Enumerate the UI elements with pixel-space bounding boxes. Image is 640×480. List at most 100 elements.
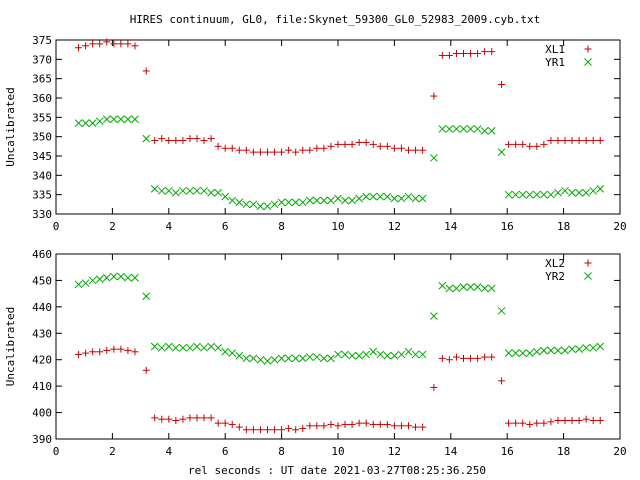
panel-1-series-xl1-point-0	[75, 44, 83, 52]
panel-2-series-xl2-point-25	[256, 426, 264, 434]
panel-1-series-xl1-point-8	[131, 42, 139, 50]
panel-1-series-xl1-point-42	[376, 142, 384, 150]
panel-1-series-xl1-point-52	[452, 50, 460, 58]
panel-1-series-xl1-point-20	[221, 144, 229, 152]
panel-1-series-xl1-point-4	[103, 38, 111, 46]
panel-1-series-yr1-point-41-d2	[369, 192, 378, 201]
panel-2-series-yr2-point-61-d2	[518, 349, 527, 357]
panel-2-series-xl2-point-52	[452, 353, 460, 361]
panel-2-series-yr2-point-12-d2	[164, 342, 173, 351]
panel-2-series-yr2-point-39	[355, 351, 364, 360]
panel-2-series-yr2-point-47-d2	[411, 350, 420, 359]
panel-1-series-yr1-point-40	[362, 192, 371, 201]
panel-1-series-yr1-point-63-d2	[532, 190, 541, 199]
panel-2-series-xl2-point-49	[430, 383, 438, 391]
panel-2-series-yr2-point-4	[102, 273, 111, 282]
panel-2-series-yr2-point-2-d2	[88, 276, 97, 285]
panel-1-series-yr1-point-0-d2	[74, 119, 83, 127]
panel-2-series-yr2-point-71-d2	[589, 343, 598, 352]
panel-2-series-xl2-point-5	[110, 345, 118, 353]
panel-1-series-xl1-point-31	[299, 146, 307, 154]
panel-2-series-yr2-point-46-d2	[404, 347, 413, 356]
panel-2-series-yr2-point-6	[117, 272, 125, 281]
panel-1-series-yr1-point-65	[547, 190, 555, 199]
panel-2-series-yr2-point-25	[256, 355, 265, 364]
panel-2-series-xl2-point-31	[299, 424, 307, 432]
panel-1-series-yr1-point-17	[200, 186, 208, 195]
panel-1-ytick-label-4: 350	[32, 131, 52, 144]
panel-2-series-yr2-point-40	[362, 350, 371, 359]
panel-2-series-yr2-point-36	[334, 350, 342, 359]
panel-2-series-xl2-point-26	[264, 426, 271, 434]
panel-2-series-yr2-point-38-d2	[348, 351, 356, 360]
panel-2-series-yr2-point-49	[430, 312, 438, 320]
panel-1-ytick-label-3: 345	[32, 150, 52, 163]
panel-2-series-xl2-point-72	[596, 417, 604, 424]
panel-1-series-yr1-point-29-d2	[284, 198, 293, 207]
panel-2-series-xl2-point-4	[103, 346, 111, 354]
panel-2-ytick-label-2: 410	[32, 380, 52, 393]
panel-1-series-yr1-point-71-d2	[589, 186, 598, 195]
panel-2-series-yr2-point-68	[568, 345, 576, 353]
panel-1-series-xl1-point-62	[526, 142, 534, 150]
panel-1-series-yr1-point-58	[497, 148, 506, 156]
panel-1-series-yr1-point-33-d2	[312, 196, 321, 205]
panel-1-series-yr1-point-62	[525, 190, 534, 199]
panel-2-legend-label-xl2: XL2	[545, 257, 565, 270]
panel-2-series-yr2-point-56-d2	[480, 284, 489, 293]
panel-2-series-yr2-point-56	[480, 284, 489, 293]
panel-2-series-yr2-point-30	[291, 354, 300, 363]
panel-2-series-yr2-point-32-d2	[305, 353, 314, 361]
panel-1-xtick-label-2: 4	[165, 220, 172, 233]
panel-1-series-yr1-point-61-d2	[518, 190, 527, 199]
panel-2-series-yr2-point-48	[418, 350, 427, 359]
panel-1-series-yr1-point-25	[256, 202, 265, 211]
panel-2-series-xl2-point-13	[172, 417, 180, 424]
panel-1-series-yr1-point-28	[277, 198, 286, 207]
panel-2-series-yr2-point-37	[341, 350, 349, 359]
panel-1-series-yr1-point-10	[150, 185, 159, 193]
panel-2-legend-marker-xl2	[584, 259, 592, 267]
panel-1-series-yr1-point-48-d2	[418, 194, 427, 203]
panel-2-series-yr2-point-70	[582, 343, 591, 352]
panel-1-series-xl1-point-33	[313, 144, 321, 152]
panel-1-series-xl1-point-41	[369, 140, 377, 148]
panel-2-ytick-label-7: 460	[32, 248, 52, 261]
panel-1-series-yr1-point-32-d2	[305, 196, 314, 205]
panel-1-series-yr1-point-29	[284, 198, 293, 207]
panel-2-frame	[55, 253, 621, 440]
panel-1-series-yr1-point-22-d2	[235, 198, 244, 207]
panel-1-series-yr1-point-21	[228, 196, 237, 205]
panel-1-xtick-label-8: 16	[501, 220, 514, 233]
panel-1-series-yr1-point-60-d2	[511, 190, 520, 199]
panel-1-xtick-label-10: 20	[613, 220, 626, 233]
panel-1-series-yr1-point-55	[473, 125, 482, 133]
panel-2-series-xl2-point-2	[89, 348, 97, 356]
panel-1-series-yr1-point-51	[445, 125, 454, 133]
panel-1-series-xl1-point-65	[547, 137, 555, 145]
panel-2-series-yr2-point-69-d2	[575, 345, 583, 353]
panel-1-series-yr1-point-13-d2	[171, 188, 180, 197]
panel-2-series-yr2-point-2	[88, 276, 97, 285]
panel-1-series-xl1-point-72	[596, 137, 604, 145]
panel-1-series-yr1-point-64	[540, 190, 548, 199]
panel-2-series-yr2-point-41	[369, 347, 378, 356]
panel-1-series-yr1-point-53-d2	[459, 125, 468, 133]
panel-1-series-yr1-point-67	[561, 186, 569, 195]
panel-2-series-yr2-point-53-d2	[459, 283, 468, 291]
panel-1-series-yr1-point-69	[575, 188, 583, 197]
panel-1-series-yr1-point-60	[511, 190, 520, 199]
panel-1-series-xl1-point-2	[89, 40, 97, 48]
panel-1-series-yr1-point-23-d2	[242, 200, 251, 209]
panel-1-series-xl1-point-9	[142, 67, 150, 75]
panel-1-series-yr1-point-18	[207, 188, 215, 197]
panel-1-legend-label-yr1: YR1	[545, 56, 565, 69]
panel-1-series-yr1-point-7-d2	[124, 115, 132, 124]
panel-1-xtick-label-9: 18	[557, 220, 570, 233]
panel-1-series-xl1-point-54	[467, 50, 475, 58]
panel-1-series-xl1-point-46	[405, 146, 412, 154]
panel-1-series-yr1-point-41	[369, 192, 378, 201]
panel-2-series-yr2-point-13-d2	[171, 343, 180, 352]
panel-1-series-yr1-point-59	[504, 190, 513, 199]
panel-2-series-yr2-point-52	[452, 284, 461, 293]
